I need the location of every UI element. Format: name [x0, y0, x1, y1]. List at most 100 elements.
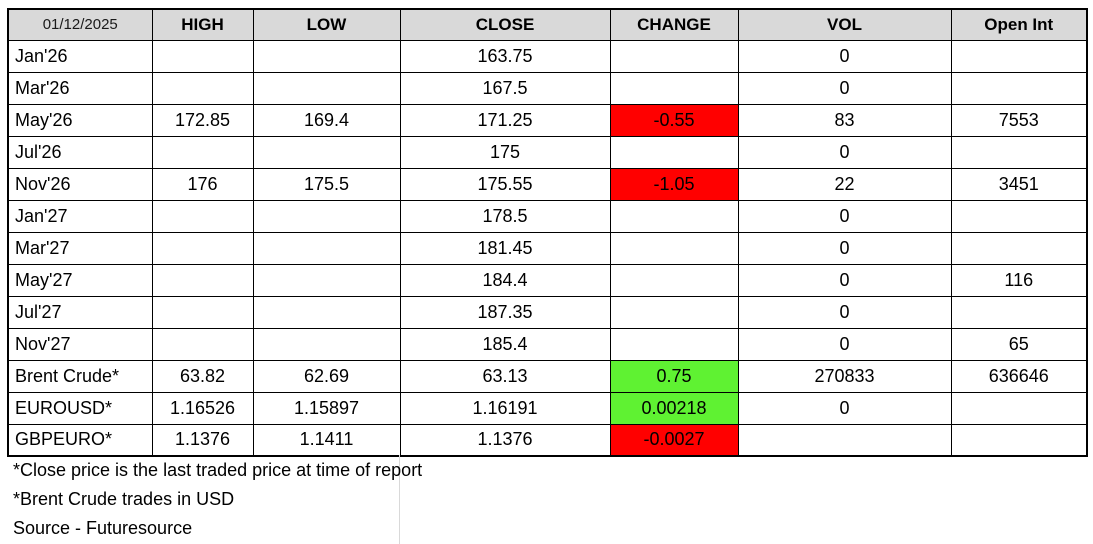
cell-close: 185.4	[399, 327, 611, 361]
cell-close: 175.55	[399, 167, 611, 201]
cell-month: Jul'27	[7, 295, 153, 329]
cell-high: 172.85	[151, 103, 254, 137]
cell-high	[151, 327, 254, 361]
cell-low: 62.69	[252, 359, 401, 393]
cell-change: 0.00218	[609, 391, 739, 425]
table-header: 01/12/2025 HIGH LOW CLOSE CHANGE VOL Open Int	[7, 8, 1088, 41]
cell-month: Jan'27	[7, 199, 153, 233]
cell-low	[252, 231, 401, 265]
cell-low: 169.4	[252, 103, 401, 137]
cell-high	[151, 263, 254, 297]
cell-open-int	[950, 423, 1088, 457]
cell-high	[151, 71, 254, 105]
cell-close: 63.13	[399, 359, 611, 393]
cell-open-int: 7553	[950, 103, 1088, 137]
cell-vol: 0	[737, 135, 952, 169]
cell-vol: 0	[737, 71, 952, 105]
cell-change: -0.55	[609, 103, 739, 137]
cell-close: 1.16191	[399, 391, 611, 425]
cell-low	[252, 327, 401, 361]
cell-vol: 0	[737, 391, 952, 425]
column-header-change: CHANGE	[609, 8, 739, 41]
cell-high	[151, 295, 254, 329]
cell-open-int: 3451	[950, 167, 1088, 201]
cell-vol: 0	[737, 327, 952, 361]
cell-low: 1.1411	[252, 423, 401, 457]
table-row: Jan'27 178.5 0	[7, 199, 1088, 233]
cell-vol: 0	[737, 263, 952, 297]
cell-open-int	[950, 71, 1088, 105]
cell-month: Brent Crude*	[7, 359, 153, 393]
cell-high: 1.1376	[151, 423, 254, 457]
cell-low	[252, 295, 401, 329]
cell-open-int	[950, 135, 1088, 169]
table-row: Nov'27 185.4 0 65	[7, 327, 1088, 361]
cell-open-int: 116	[950, 263, 1088, 297]
column-header-open-int: Open Int	[950, 8, 1088, 41]
cell-month: Nov'26	[7, 167, 153, 201]
cell-month: Mar'26	[7, 71, 153, 105]
table-row: EUROUSD* 1.16526 1.15897 1.16191 0.00218 0	[7, 391, 1088, 425]
cell-change	[609, 39, 739, 73]
cell-change: -0.0027	[609, 423, 739, 457]
cell-vol: 0	[737, 231, 952, 265]
report-date-header: 01/12/2025	[7, 8, 153, 41]
cell-vol: 270833	[737, 359, 952, 393]
cell-open-int	[950, 199, 1088, 233]
cell-vol: 83	[737, 103, 952, 137]
column-header-high: HIGH	[151, 8, 254, 41]
cell-high: 176	[151, 167, 254, 201]
cell-close: 163.75	[399, 39, 611, 73]
futures-price-table: 01/12/2025 HIGH LOW CLOSE CHANGE VOL Open Int…	[7, 8, 1088, 457]
table-row: Brent Crude* 63.82 62.69 63.13 0.75 270833 636…	[7, 359, 1088, 393]
cell-low: 175.5	[252, 167, 401, 201]
table-row: Nov'26 176 175.5 175.55 -1.05 22 3451	[7, 167, 1088, 201]
cell-open-int: 636646	[950, 359, 1088, 393]
cell-month: GBPEURO*	[7, 423, 153, 457]
cell-month: May'27	[7, 263, 153, 297]
cell-month: EUROUSD*	[7, 391, 153, 425]
column-header-close: CLOSE	[399, 8, 611, 41]
table-row: May'26 172.85 169.4 171.25 -0.55 83 7553	[7, 103, 1088, 137]
cell-open-int	[950, 231, 1088, 265]
cell-close: 1.1376	[399, 423, 611, 457]
cell-month: Jan'26	[7, 39, 153, 73]
footnote-close-price: *Close price is the last traded price at…	[13, 460, 423, 480]
cell-vol: 0	[737, 295, 952, 329]
cell-low	[252, 71, 401, 105]
cell-change	[609, 199, 739, 233]
cell-month: Jul'26	[7, 135, 153, 169]
cell-close: 167.5	[399, 71, 611, 105]
cell-month: May'26	[7, 103, 153, 137]
cell-open-int	[950, 39, 1088, 73]
cell-open-int: 65	[950, 327, 1088, 361]
table-row: Jul'27 187.35 0	[7, 295, 1088, 329]
cell-close: 184.4	[399, 263, 611, 297]
cell-close: 181.45	[399, 231, 611, 265]
cell-low	[252, 199, 401, 233]
table-row: Jan'26 163.75 0	[7, 39, 1088, 73]
footnotes: *Close price is the last traded price at…	[13, 456, 422, 543]
cell-change	[609, 231, 739, 265]
cell-change	[609, 295, 739, 329]
cell-change	[609, 327, 739, 361]
cell-close: 175	[399, 135, 611, 169]
table-row: GBPEURO* 1.1376 1.1411 1.1376 -0.0027	[7, 423, 1088, 457]
cell-high	[151, 135, 254, 169]
cell-high: 1.16526	[151, 391, 254, 425]
column-header-vol: VOL	[737, 8, 952, 41]
cell-open-int	[950, 295, 1088, 329]
cell-low	[252, 263, 401, 297]
cell-change	[609, 263, 739, 297]
cell-high	[151, 231, 254, 265]
column-gridline	[399, 455, 400, 544]
cell-open-int	[950, 391, 1088, 425]
cell-close: 171.25	[399, 103, 611, 137]
cell-low	[252, 39, 401, 73]
cell-high	[151, 199, 254, 233]
table-row: Mar'27 181.45 0	[7, 231, 1088, 265]
table-row: Mar'26 167.5 0	[7, 71, 1088, 105]
cell-vol: 0	[737, 39, 952, 73]
cell-close: 178.5	[399, 199, 611, 233]
